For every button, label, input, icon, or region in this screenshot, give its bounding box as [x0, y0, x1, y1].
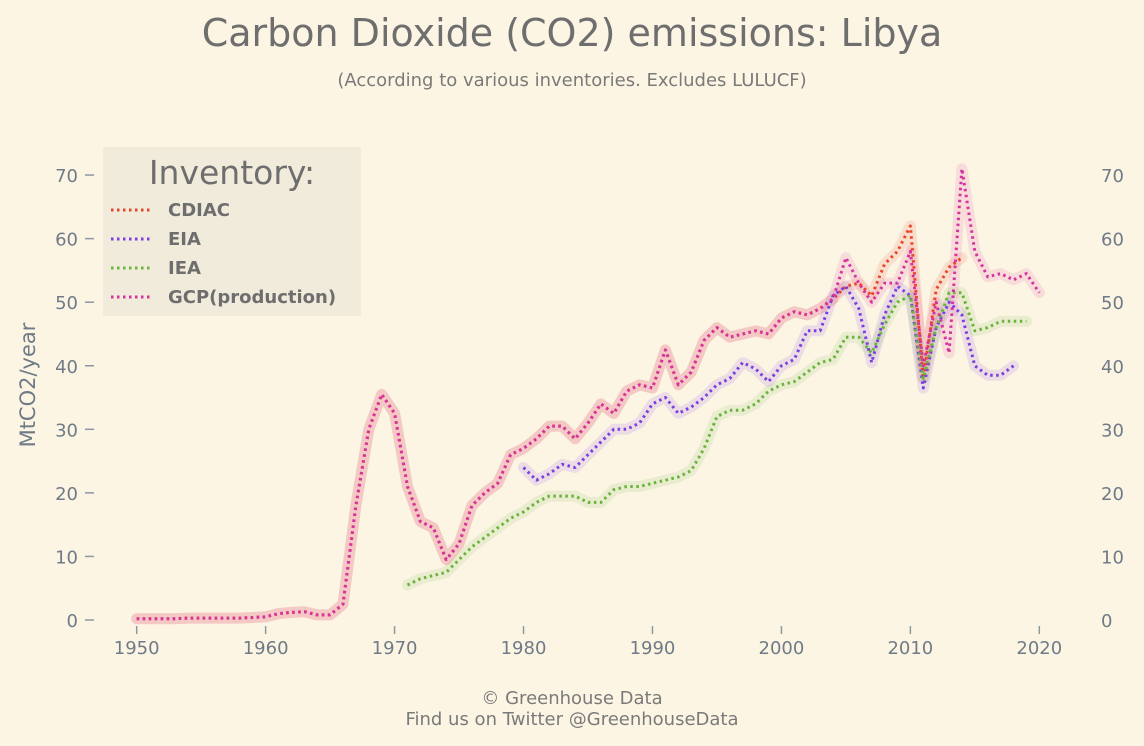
chart-subtitle: (According to various inventories. Exclu…	[337, 70, 806, 91]
legend: Inventory: CDIAC EIA IEA GCP(production)	[103, 147, 361, 316]
y-tick-label-right: 20	[1101, 484, 1124, 505]
legend-title: Inventory:	[149, 153, 315, 192]
series-line-gcp-production-	[136, 167, 1041, 621]
chart-title: Carbon Dioxide (CO2) emissions: Libya	[202, 11, 943, 55]
y-tick-label-right: 30	[1101, 420, 1124, 441]
y-tick-label-right: 50	[1101, 293, 1124, 314]
legend-label: GCP(production)	[168, 287, 336, 308]
series-line-eia	[522, 284, 1015, 482]
y-tick-label-left: 20	[55, 484, 78, 505]
y-tick-label-right: 10	[1101, 547, 1124, 568]
series-line-iea	[406, 291, 1027, 587]
y-tick-label-left: 0	[67, 611, 78, 632]
y-tick-label-left: 60	[55, 230, 78, 251]
x-tick-label: 1960	[243, 638, 289, 659]
x-tick-label: 1970	[372, 638, 418, 659]
legend-items: CDIAC EIA IEA GCP(production)	[111, 200, 336, 308]
x-tick-label: 2020	[1016, 638, 1062, 659]
y-tick-label-left: 70	[55, 166, 78, 187]
y-tick-label-right: 60	[1101, 230, 1124, 251]
x-tick-label: 1990	[630, 638, 676, 659]
footer-line-1: © Greenhouse Data	[481, 688, 662, 709]
legend-box	[103, 147, 361, 316]
y-axis-left: 0 10 20 30 40 50 60 70	[55, 166, 94, 632]
y-tick-label-right: 70	[1101, 166, 1124, 187]
x-tick-label: 1980	[501, 638, 547, 659]
x-axis: 1950 1960 1970 1980 1990 2000 2010 2020	[114, 626, 1062, 659]
y-tick-label-left: 40	[55, 357, 78, 378]
y-axis-right: 0 10 20 30 40 50 60 70	[1101, 166, 1124, 632]
x-tick-label: 1950	[114, 638, 160, 659]
y-tick-label-left: 50	[55, 293, 78, 314]
y-axis-label: MtCO2/year	[16, 322, 40, 447]
y-tick-label-right: 0	[1101, 611, 1112, 632]
y-tick-label-left: 10	[55, 547, 78, 568]
legend-label: CDIAC	[168, 200, 230, 221]
x-tick-label: 2000	[759, 638, 805, 659]
y-tick-label-right: 40	[1101, 357, 1124, 378]
x-tick-label: 2010	[887, 638, 933, 659]
legend-label: IEA	[168, 258, 201, 279]
footer-line-2: Find us on Twitter @GreenhouseData	[405, 709, 738, 730]
y-tick-label-left: 30	[55, 420, 78, 441]
series-glow-cdiac	[131, 220, 968, 625]
legend-label: EIA	[168, 229, 201, 250]
series-layer	[136, 167, 1041, 621]
